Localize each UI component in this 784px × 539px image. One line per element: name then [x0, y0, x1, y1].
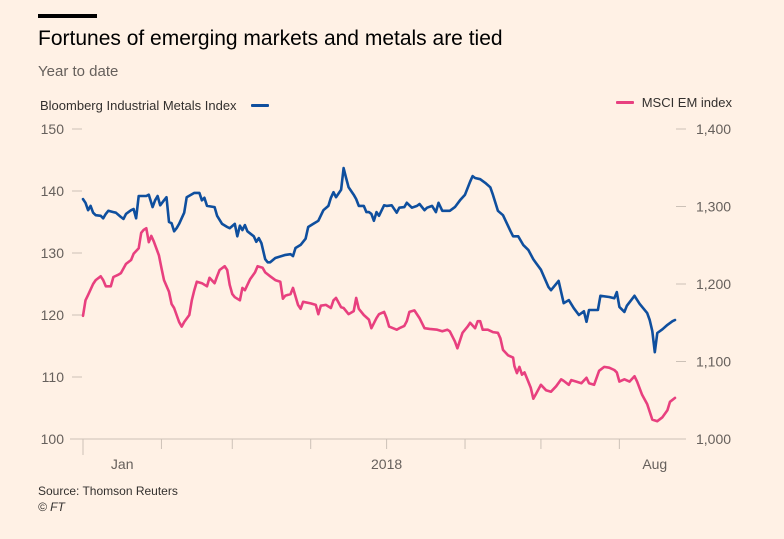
left-axis-tick-label: 150	[41, 121, 65, 137]
x-axis-tick-label: 2018	[371, 456, 402, 472]
legend-msci-label: MSCI EM index	[641, 95, 732, 110]
legend-metals: Bloomberg Industrial Metals Index	[40, 98, 269, 113]
series-line-metals	[81, 166, 677, 354]
left-axis-tick-label: 140	[41, 183, 65, 199]
legend-msci-swatch	[615, 101, 634, 104]
x-axis-tick-label: Aug	[642, 456, 667, 472]
header-rule	[38, 14, 97, 18]
right-axis-tick-label: 1,300	[696, 199, 731, 215]
chart-title: Fortunes of emerging markets and metals …	[38, 27, 503, 50]
right-axis-tick-label: 1,000	[696, 431, 731, 447]
left-axis-tick-label: 100	[41, 431, 65, 447]
left-axis-tick-label: 110	[42, 369, 65, 385]
right-axis-tick-label: 1,100	[696, 354, 731, 370]
legend-metals-swatch	[250, 104, 269, 107]
left-axis-tick-label: 120	[41, 307, 65, 323]
series-line-msci	[81, 226, 677, 423]
legend-msci: MSCI EM index	[615, 95, 732, 110]
source-note: Source: Thomson Reuters	[38, 484, 178, 498]
left-axis-tick-label: 130	[41, 245, 65, 261]
x-axis-tick-label: Jan	[111, 456, 134, 472]
right-axis-tick-label: 1,400	[696, 121, 731, 137]
legend-metals-label: Bloomberg Industrial Metals Index	[40, 98, 237, 113]
right-axis-tick-label: 1,200	[696, 276, 731, 292]
chart-subtitle: Year to date	[38, 63, 119, 80]
copyright-note: © FT	[38, 500, 65, 514]
